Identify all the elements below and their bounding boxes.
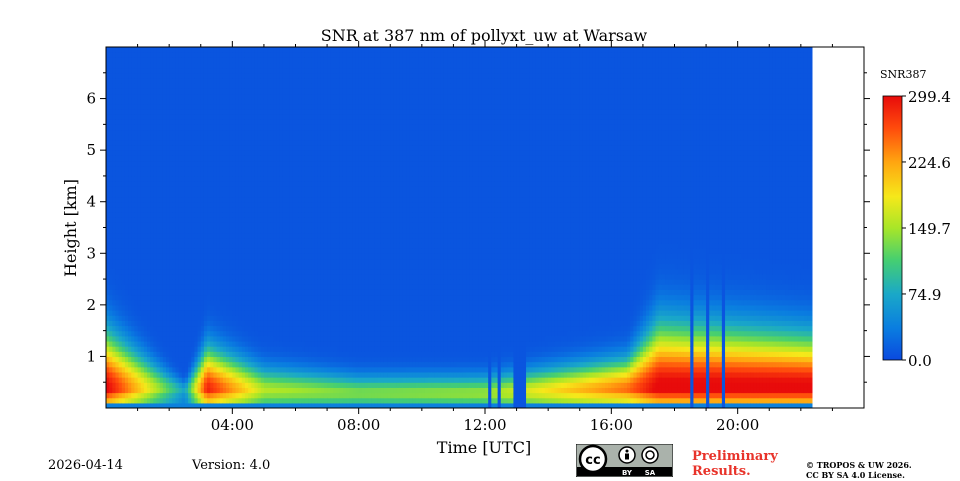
chart-title: SNR at 387 nm of pollyxt_uw at Warsaw bbox=[321, 26, 648, 45]
snr-heatmap bbox=[106, 42, 812, 409]
plot-area bbox=[106, 42, 864, 409]
